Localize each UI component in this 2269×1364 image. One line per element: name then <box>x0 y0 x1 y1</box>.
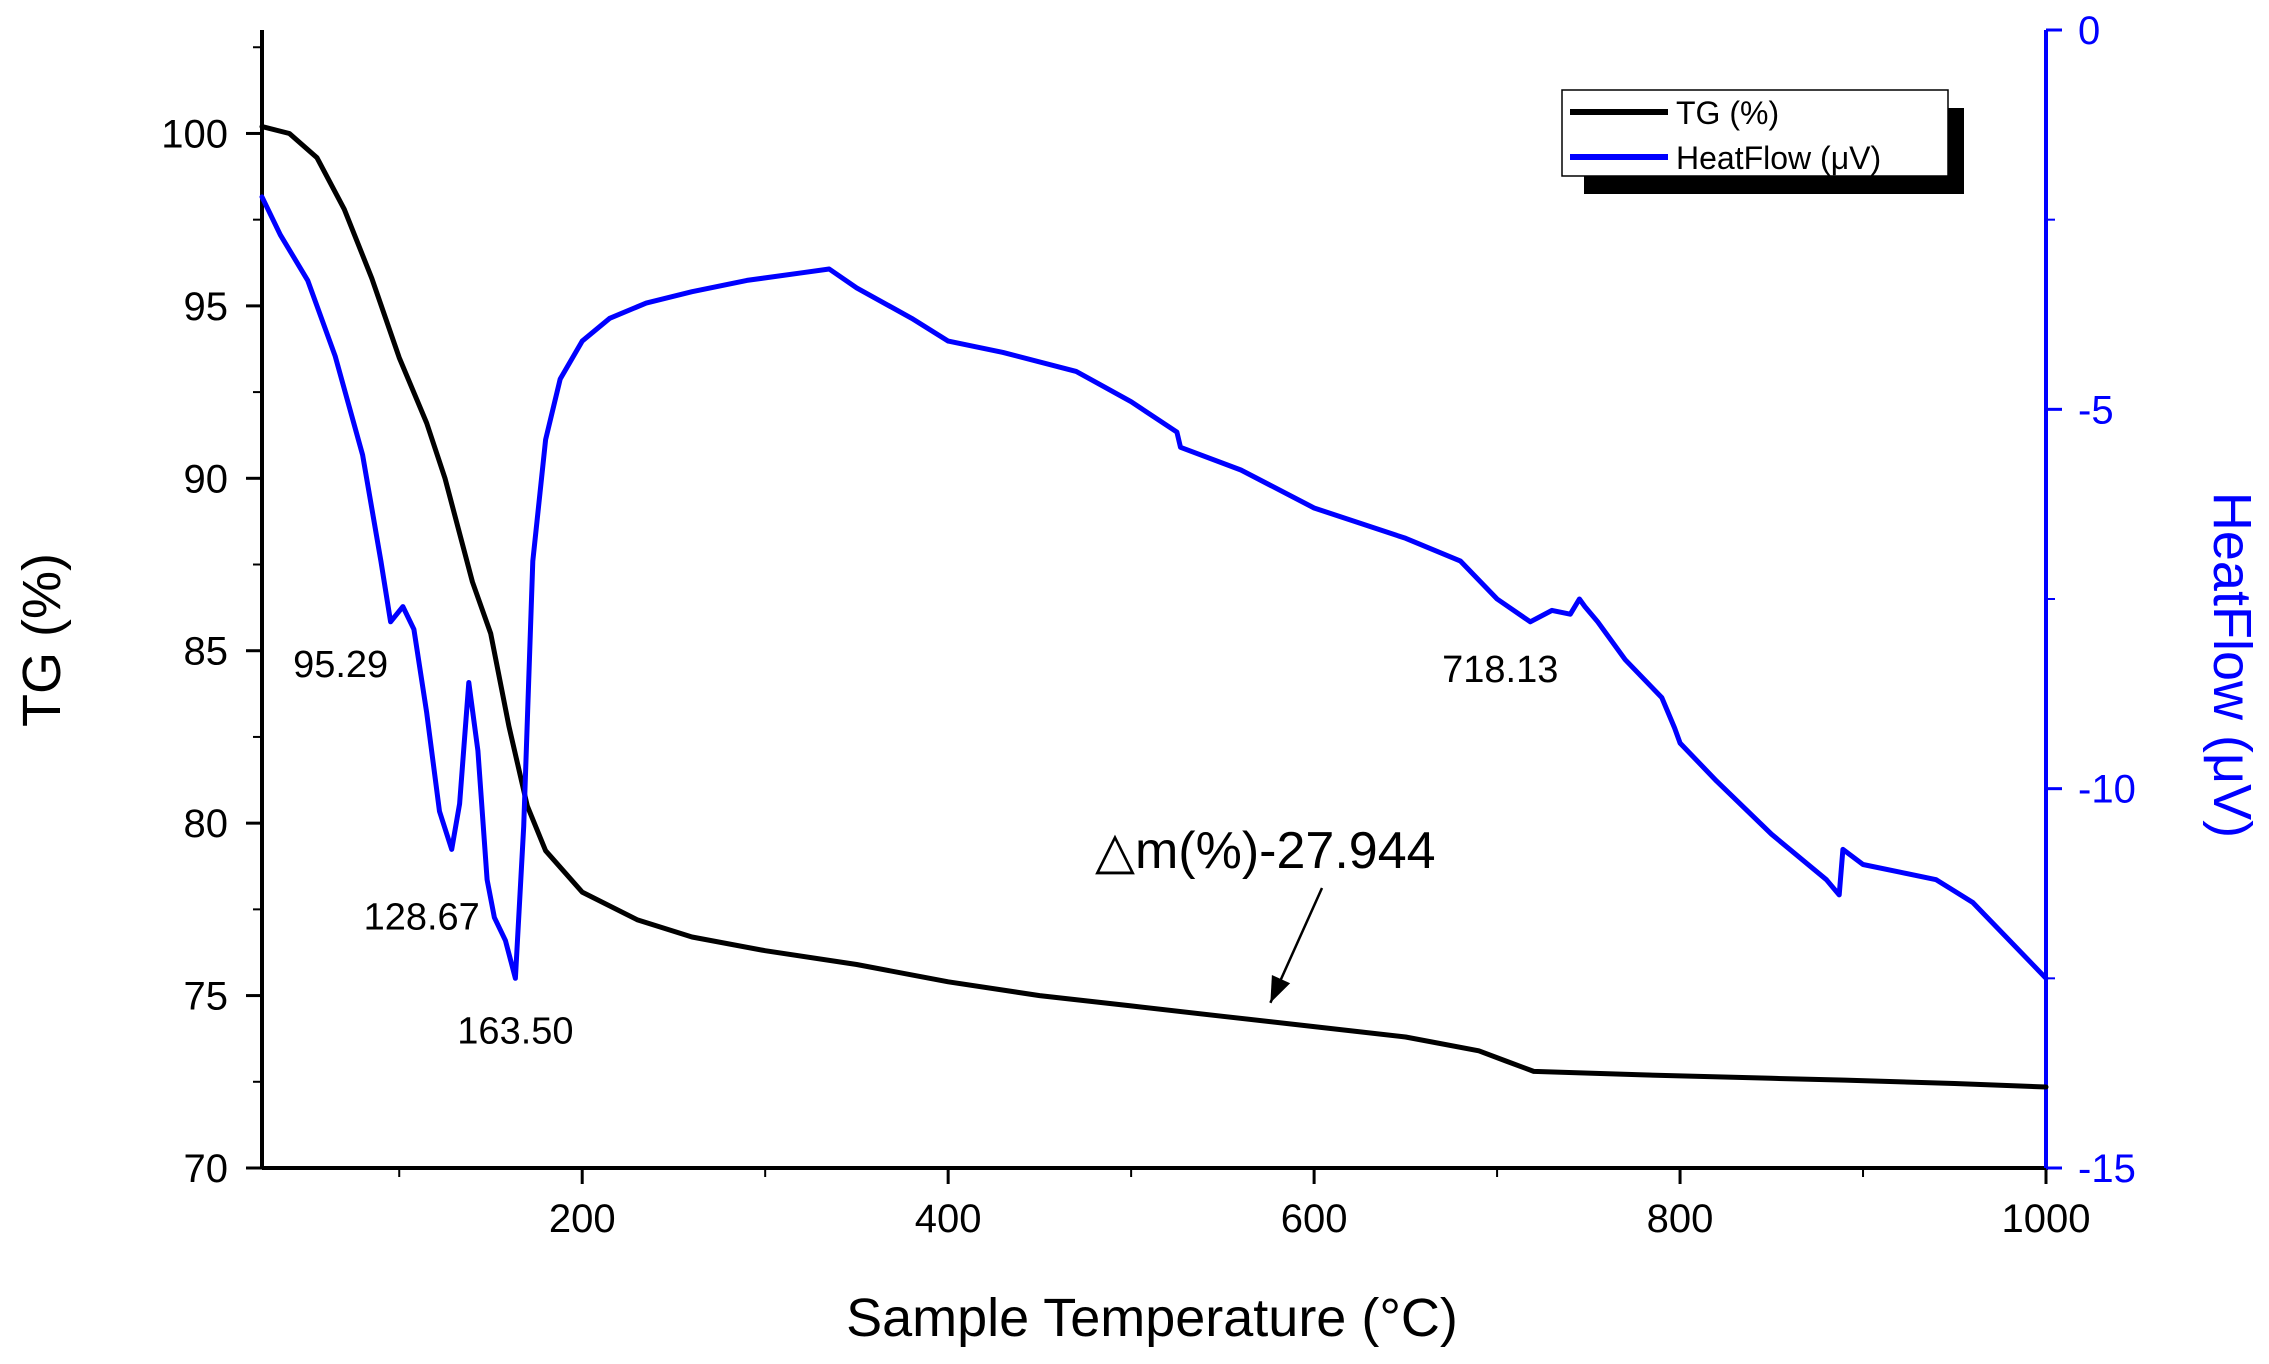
y-tick-label: 80 <box>184 802 229 846</box>
x-tick-label: 600 <box>1281 1197 1348 1241</box>
legend-label-heatflow: HeatFlow (μV) <box>1676 140 1881 176</box>
y-tick-label: 100 <box>161 112 228 156</box>
y-tick-label: 85 <box>184 630 229 674</box>
x-tick-label: 800 <box>1647 1197 1714 1241</box>
peak-label: 128.67 <box>364 896 480 938</box>
y-tick-label: 90 <box>184 457 229 501</box>
y2-tick-label: -10 <box>2078 768 2136 812</box>
tg-series-line <box>259 124 2049 1090</box>
x-tick-label: 400 <box>915 1197 982 1241</box>
legend-box <box>1561 89 1949 177</box>
series-layer <box>259 124 2049 1090</box>
y-axis-title: TG (%) <box>12 553 72 727</box>
legend: TG (%) HeatFlow (μV) <box>1561 89 1964 194</box>
peak-label: 95.29 <box>293 644 388 686</box>
y2-tick-label: 0 <box>2078 9 2100 53</box>
x-axis-ticks: 200 400 600 800 1000 <box>398 1168 2091 1241</box>
x-axis-title: Sample Temperature (°C) <box>846 1288 1458 1348</box>
mass-loss-arrowhead <box>1270 975 1291 1003</box>
x-tick-label: 200 <box>549 1197 616 1241</box>
peak-label: 718.13 <box>1442 649 1558 691</box>
y-tick-label: 70 <box>184 1147 229 1191</box>
right-axis-ticks: -15 -10 -5 0 <box>2046 9 2136 1191</box>
annotation-layer: 95.29 128.67 163.50 718.13 △m(%)-27.944 <box>293 644 1558 1053</box>
y2-tick-label: -15 <box>2078 1147 2136 1191</box>
y2-tick-label: -5 <box>2078 388 2114 432</box>
y-tick-label: 75 <box>184 975 229 1019</box>
mass-loss-annotation: △m(%)-27.944 <box>1095 822 1436 880</box>
x-tick-label: 1000 <box>2002 1197 2091 1241</box>
y2-axis-title: HeatFlow (μV) <box>2202 492 2262 838</box>
peak-label: 163.50 <box>457 1010 573 1052</box>
legend-label-tg: TG (%) <box>1676 95 1779 131</box>
y-tick-label: 95 <box>184 285 229 329</box>
heatflow-series-line <box>259 194 2049 981</box>
left-axis-ticks: 70 75 80 85 90 95 100 <box>161 46 262 1191</box>
